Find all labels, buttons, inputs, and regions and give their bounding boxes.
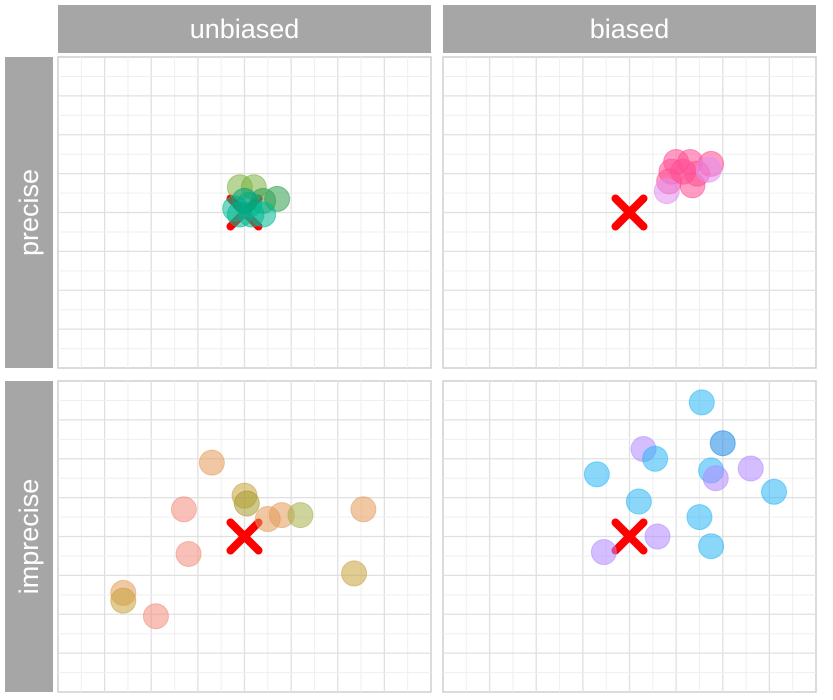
data-point	[686, 504, 713, 531]
row-strip-imprecise: imprecise	[5, 381, 53, 692]
data-point	[625, 488, 652, 515]
panel-biased-imprecise	[442, 380, 817, 693]
data-point	[688, 389, 715, 416]
data-point	[175, 540, 202, 567]
row-strip-label: imprecise	[14, 479, 44, 595]
data-point	[653, 178, 680, 205]
target-x-marker	[611, 518, 648, 555]
data-point	[341, 560, 368, 587]
target-x-marker	[226, 518, 263, 555]
data-point	[250, 201, 277, 228]
data-point	[679, 172, 706, 199]
column-strip-unbiased: unbiased	[58, 5, 431, 53]
data-point	[287, 502, 314, 529]
data-point	[590, 539, 617, 566]
data-point	[642, 445, 669, 472]
data-point	[231, 187, 258, 214]
data-point	[737, 455, 764, 482]
data-point	[110, 587, 137, 614]
data-point	[198, 449, 225, 476]
grid-lines	[443, 57, 816, 368]
data-point	[709, 430, 736, 457]
data-point	[350, 496, 377, 523]
target-x-marker	[611, 194, 648, 231]
data-point	[644, 523, 671, 550]
panel-unbiased-imprecise	[57, 380, 432, 693]
data-point	[695, 156, 722, 183]
data-point	[702, 465, 729, 492]
grid-lines	[58, 381, 431, 692]
panel-unbiased-precise	[57, 56, 432, 369]
data-point	[233, 490, 260, 517]
data-point	[583, 461, 610, 488]
column-strip-label: unbiased	[190, 14, 300, 44]
data-point	[170, 496, 197, 523]
data-point	[142, 603, 169, 630]
row-strip-precise: precise	[5, 57, 53, 368]
data-point	[761, 478, 788, 505]
row-strip-label: precise	[14, 169, 44, 256]
column-strip-biased: biased	[443, 5, 816, 53]
data-point	[698, 533, 725, 560]
panel-biased-precise	[442, 56, 817, 369]
column-strip-label: biased	[590, 14, 670, 44]
